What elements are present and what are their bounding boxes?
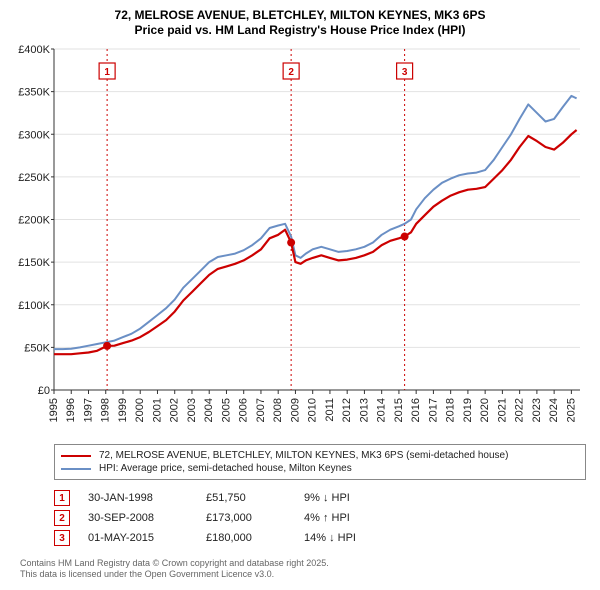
x-tick-label: 2006 (238, 398, 250, 422)
x-tick-label: 2008 (272, 398, 284, 422)
x-tick-label: 2003 (186, 398, 198, 422)
footer-line-1: Contains HM Land Registry data © Crown c… (20, 558, 590, 569)
x-tick-label: 2025 (565, 398, 577, 422)
y-tick-label: £350K (18, 87, 50, 99)
x-tick-label: 2018 (445, 398, 457, 422)
x-tick-label: 1999 (117, 398, 129, 422)
x-tick-label: 2022 (514, 398, 526, 422)
y-tick-label: £300K (18, 129, 50, 141)
title-line-1: 72, MELROSE AVENUE, BLETCHLEY, MILTON KE… (10, 8, 590, 22)
x-tick-label: 2013 (358, 398, 370, 422)
event-row-price: £180,000 (206, 532, 286, 544)
x-tick-label: 2023 (531, 398, 543, 422)
y-tick-label: £150K (18, 257, 50, 269)
x-tick-label: 2014 (376, 398, 388, 422)
event-row-price: £51,750 (206, 492, 286, 504)
event-row-badge: 3 (54, 530, 70, 546)
event-row-date: 01-MAY-2015 (88, 532, 188, 544)
event-row-delta: 4% ↑ HPI (304, 512, 424, 524)
x-tick-label: 2011 (324, 398, 336, 422)
event-marker (401, 233, 409, 241)
event-row-date: 30-SEP-2008 (88, 512, 188, 524)
legend-swatch (61, 468, 91, 470)
x-tick-label: 2000 (134, 398, 146, 422)
legend-label: HPI: Average price, semi-detached house,… (99, 463, 352, 474)
x-tick-label: 2017 (427, 398, 439, 422)
chart-svg: £0 £50K £100K £150K £200K £250K £300K £350K £400… (10, 43, 590, 438)
event-row-date: 30-JAN-1998 (88, 492, 188, 504)
y-tick-label: £200K (18, 215, 50, 227)
event-row-delta: 9% ↓ HPI (304, 492, 424, 504)
event-row-delta: 14% ↓ HPI (304, 532, 424, 544)
x-tick-label: 1995 (48, 398, 60, 422)
event-row: 1 30-JAN-1998 £51,750 9% ↓ HPI (54, 488, 586, 508)
event-badge-num: 1 (104, 67, 110, 78)
x-tick-label: 2001 (151, 398, 163, 422)
event-table: 1 30-JAN-1998 £51,750 9% ↓ HPI 2 30-SEP-2008 £… (54, 488, 586, 548)
x-tick-label: 2021 (496, 398, 508, 422)
footer-attribution: Contains HM Land Registry data © Crown c… (20, 558, 590, 581)
x-tick-label: 2002 (169, 398, 181, 422)
y-tick-label: £0 (38, 385, 50, 397)
y-tick-label: £100K (18, 300, 50, 312)
event-row-badge: 1 (54, 490, 70, 506)
x-tick-label: 2009 (289, 398, 301, 422)
title-line-2: Price paid vs. HM Land Registry's House … (10, 23, 590, 37)
x-tick-label: 1998 (100, 398, 112, 422)
x-tick-label: 2007 (255, 398, 267, 422)
x-tick-label: 2005 (220, 398, 232, 422)
chart-container: 72, MELROSE AVENUE, BLETCHLEY, MILTON KE… (0, 0, 600, 590)
y-tick-label: £250K (18, 172, 50, 184)
x-tick-label: 2010 (307, 398, 319, 422)
x-tick-label: 2016 (410, 398, 422, 422)
legend-item: 72, MELROSE AVENUE, BLETCHLEY, MILTON KE… (61, 449, 579, 462)
title-block: 72, MELROSE AVENUE, BLETCHLEY, MILTON KE… (10, 8, 590, 37)
x-tick-label: 2004 (203, 398, 215, 422)
event-row: 3 01-MAY-2015 £180,000 14% ↓ HPI (54, 528, 586, 548)
x-tick-label: 2015 (393, 398, 405, 422)
event-row-price: £173,000 (206, 512, 286, 524)
x-tick-label: 1997 (82, 398, 94, 422)
x-tick-label: 2012 (341, 398, 353, 422)
event-badge-num: 2 (288, 67, 294, 78)
legend-item: HPI: Average price, semi-detached house,… (61, 462, 579, 475)
event-row: 2 30-SEP-2008 £173,000 4% ↑ HPI (54, 508, 586, 528)
legend-box: 72, MELROSE AVENUE, BLETCHLEY, MILTON KE… (54, 444, 586, 480)
footer-line-2: This data is licensed under the Open Gov… (20, 569, 590, 580)
legend-label: 72, MELROSE AVENUE, BLETCHLEY, MILTON KE… (99, 450, 508, 461)
chart-area: £0 £50K £100K £150K £200K £250K £300K £350K £400… (10, 43, 590, 438)
x-tick-label: 2020 (479, 398, 491, 422)
x-tick-label: 1996 (65, 398, 77, 422)
event-marker (287, 239, 295, 247)
legend-swatch (61, 455, 91, 457)
y-tick-label: £50K (24, 342, 50, 354)
x-tick-label: 2019 (462, 398, 474, 422)
event-row-badge: 2 (54, 510, 70, 526)
x-tick-label: 2024 (548, 398, 560, 422)
y-tick-label: £400K (18, 44, 50, 56)
event-badge-num: 3 (402, 67, 408, 78)
event-marker (103, 342, 111, 350)
